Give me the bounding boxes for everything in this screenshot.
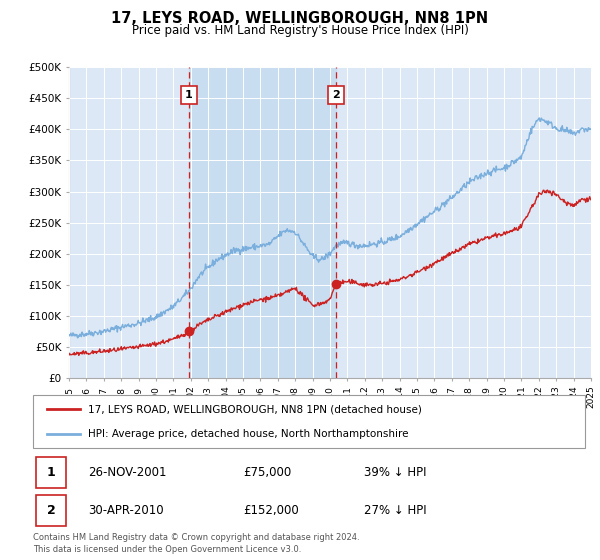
Text: 26-NOV-2001: 26-NOV-2001: [88, 466, 167, 479]
Text: This data is licensed under the Open Government Licence v3.0.: This data is licensed under the Open Gov…: [33, 545, 301, 554]
FancyBboxPatch shape: [36, 496, 66, 526]
Text: 2: 2: [47, 504, 55, 517]
Text: 27% ↓ HPI: 27% ↓ HPI: [364, 504, 427, 517]
Text: 17, LEYS ROAD, WELLINGBOROUGH, NN8 1PN: 17, LEYS ROAD, WELLINGBOROUGH, NN8 1PN: [112, 11, 488, 26]
Text: Price paid vs. HM Land Registry's House Price Index (HPI): Price paid vs. HM Land Registry's House …: [131, 24, 469, 36]
Text: 1: 1: [47, 466, 55, 479]
Bar: [189, 67, 336, 378]
Text: 39% ↓ HPI: 39% ↓ HPI: [364, 466, 427, 479]
Text: HPI: Average price, detached house, North Northamptonshire: HPI: Average price, detached house, Nort…: [88, 428, 409, 438]
Text: 1: 1: [185, 90, 193, 100]
FancyBboxPatch shape: [36, 458, 66, 488]
FancyBboxPatch shape: [33, 395, 585, 448]
Text: 2: 2: [332, 90, 340, 100]
Text: 17, LEYS ROAD, WELLINGBOROUGH, NN8 1PN (detached house): 17, LEYS ROAD, WELLINGBOROUGH, NN8 1PN (…: [88, 404, 422, 414]
Text: Contains HM Land Registry data © Crown copyright and database right 2024.: Contains HM Land Registry data © Crown c…: [33, 533, 359, 542]
Text: 30-APR-2010: 30-APR-2010: [88, 504, 164, 517]
Text: £75,000: £75,000: [243, 466, 291, 479]
Text: £152,000: £152,000: [243, 504, 299, 517]
